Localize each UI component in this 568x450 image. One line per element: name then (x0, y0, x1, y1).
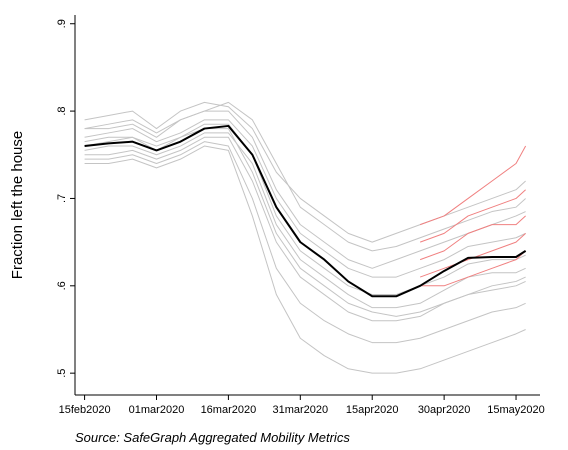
y-tick-label: .8 (56, 106, 68, 115)
y-tick-label: .7 (56, 194, 68, 203)
x-tick-label: 15may2020 (487, 404, 545, 416)
y-tick-label: .5 (56, 369, 68, 378)
series-line (84, 123, 526, 296)
series-line (84, 132, 526, 309)
series-line (84, 101, 526, 243)
series-line (419, 189, 526, 243)
x-tick-label: 30apr2020 (418, 404, 471, 416)
series-line (84, 136, 526, 322)
y-axis-label: Fraction left the house (9, 131, 26, 279)
series-line (419, 233, 526, 278)
y-tick-label: .6 (56, 281, 68, 290)
series-line (420, 250, 526, 287)
series-line (84, 119, 526, 278)
x-tick-label: 01mar2020 (129, 404, 185, 416)
series-line (84, 101, 526, 252)
source-note: Source: SafeGraph Aggregated Mobility Me… (75, 430, 350, 445)
series-line (84, 124, 527, 298)
x-tick-label: 15feb2020 (59, 404, 111, 416)
x-tick-label: 16mar2020 (201, 404, 257, 416)
series-line (84, 141, 526, 344)
series-line (84, 145, 526, 374)
series-line (419, 215, 526, 261)
series-line (419, 145, 527, 226)
x-tick-label: 31mar2020 (272, 404, 328, 416)
series-line (84, 110, 526, 269)
y-tick-label: .9 (56, 19, 68, 28)
x-tick-label: 15apr2020 (346, 404, 399, 416)
